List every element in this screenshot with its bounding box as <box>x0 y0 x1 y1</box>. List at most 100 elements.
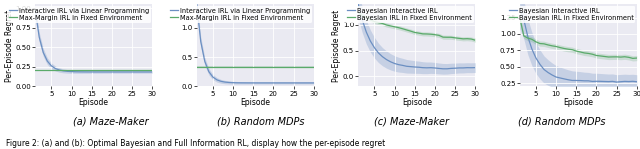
Bayesian IRL in Fixed Environment <box>552 46 560 47</box>
Bayesian Interactive IRL <box>621 80 628 82</box>
Interactive IRL via Linear Programming <box>108 71 116 73</box>
Bayesian Interactive IRL <box>379 56 387 58</box>
Max-Margin IRL in Fixed Environment <box>237 66 245 67</box>
Interactive IRL via Linear Programming <box>306 82 314 84</box>
Line: Interactive IRL via Linear Programming: Interactive IRL via Linear Programming <box>35 10 152 72</box>
Interactive IRL via Linear Programming <box>257 82 265 84</box>
Interactive IRL via Linear Programming <box>201 60 209 62</box>
Bayesian IRL in Fixed Environment <box>407 30 415 32</box>
Interactive IRL via Linear Programming <box>266 82 273 84</box>
Interactive IRL via Linear Programming <box>273 82 281 84</box>
Bayesian Interactive IRL <box>564 79 572 81</box>
Max-Margin IRL in Fixed Environment <box>100 69 108 71</box>
Bayesian Interactive IRL <box>532 57 540 59</box>
Bayesian Interactive IRL <box>572 80 580 81</box>
Interactive IRL via Linear Programming <box>298 82 305 84</box>
Interactive IRL via Linear Programming <box>213 79 221 81</box>
Text: (c) Maze-Maker: (c) Maze-Maker <box>374 116 449 127</box>
Bayesian Interactive IRL <box>403 65 410 67</box>
Max-Margin IRL in Fixed Environment <box>96 69 104 71</box>
Max-Margin IRL in Fixed Environment <box>76 69 83 71</box>
Interactive IRL via Linear Programming <box>100 71 108 73</box>
Bayesian Interactive IRL <box>419 67 427 69</box>
Interactive IRL via Linear Programming <box>269 82 277 84</box>
Max-Margin IRL in Fixed Environment <box>233 66 241 67</box>
Text: (b) Random MDPs: (b) Random MDPs <box>217 116 305 127</box>
Max-Margin IRL in Fixed Environment <box>116 69 124 71</box>
Bayesian Interactive IRL <box>460 67 467 69</box>
Max-Margin IRL in Fixed Environment <box>84 69 92 71</box>
Bayesian IRL in Fixed Environment <box>451 37 459 39</box>
Bayesian IRL in Fixed Environment <box>516 17 524 18</box>
Max-Margin IRL in Fixed Environment <box>221 66 229 67</box>
Bayesian Interactive IRL <box>358 19 366 21</box>
Max-Margin IRL in Fixed Environment <box>72 69 79 71</box>
Bayesian IRL in Fixed Environment <box>443 36 451 38</box>
Max-Margin IRL in Fixed Environment <box>44 69 51 71</box>
Interactive IRL via Linear Programming <box>233 82 241 84</box>
Bayesian IRL in Fixed Environment <box>520 35 527 37</box>
Bayesian IRL in Fixed Environment <box>540 43 548 45</box>
Bayesian IRL in Fixed Environment <box>395 27 403 28</box>
Bayesian IRL in Fixed Environment <box>601 56 609 57</box>
Interactive IRL via Linear Programming <box>68 71 76 73</box>
Interactive IRL via Linear Programming <box>241 82 249 84</box>
Bayesian Interactive IRL <box>601 81 609 82</box>
Max-Margin IRL in Fixed Environment <box>306 66 314 67</box>
Legend: Bayesian Interactive IRL, Bayesian IRL in Fixed Environment: Bayesian Interactive IRL, Bayesian IRL i… <box>345 6 474 23</box>
Interactive IRL via Linear Programming <box>282 82 289 84</box>
Bayesian IRL in Fixed Environment <box>621 56 628 58</box>
Max-Margin IRL in Fixed Environment <box>217 66 225 67</box>
Interactive IRL via Linear Programming <box>148 71 156 73</box>
Max-Margin IRL in Fixed Environment <box>225 66 233 67</box>
Bayesian Interactive IRL <box>584 80 592 82</box>
Bayesian IRL in Fixed Environment <box>427 33 435 35</box>
Line: Bayesian Interactive IRL: Bayesian Interactive IRL <box>520 8 637 82</box>
Bayesian IRL in Fixed Environment <box>589 53 596 55</box>
Bayesian Interactive IRL <box>423 67 431 69</box>
Max-Margin IRL in Fixed Environment <box>266 66 273 67</box>
Bayesian IRL in Fixed Environment <box>593 55 600 56</box>
Interactive IRL via Linear Programming <box>47 65 55 67</box>
Max-Margin IRL in Fixed Environment <box>290 66 298 67</box>
Max-Margin IRL in Fixed Environment <box>124 69 132 71</box>
Bayesian IRL in Fixed Environment <box>460 38 467 40</box>
Interactive IRL via Linear Programming <box>145 71 152 73</box>
Text: (a) Maze-Maker: (a) Maze-Maker <box>72 116 148 127</box>
Bayesian Interactive IRL <box>355 4 362 5</box>
Bayesian Interactive IRL <box>516 7 524 9</box>
Bayesian IRL in Fixed Environment <box>447 36 455 38</box>
Bayesian Interactive IRL <box>524 36 532 38</box>
Bayesian Interactive IRL <box>472 67 479 69</box>
Interactive IRL via Linear Programming <box>253 82 261 84</box>
Bayesian Interactive IRL <box>633 81 640 83</box>
Bayesian IRL in Fixed Environment <box>564 48 572 50</box>
Bayesian IRL in Fixed Environment <box>633 57 640 59</box>
Bayesian Interactive IRL <box>540 69 548 70</box>
Interactive IRL via Linear Programming <box>310 82 317 84</box>
Bayesian IRL in Fixed Environment <box>629 58 637 59</box>
Max-Margin IRL in Fixed Environment <box>132 69 140 71</box>
Max-Margin IRL in Fixed Environment <box>269 66 277 67</box>
Bayesian Interactive IRL <box>427 67 435 69</box>
Interactive IRL via Linear Programming <box>52 68 60 69</box>
Bayesian IRL in Fixed Environment <box>556 47 564 48</box>
Interactive IRL via Linear Programming <box>245 82 253 84</box>
Bayesian IRL in Fixed Environment <box>411 32 419 33</box>
Bayesian IRL in Fixed Environment <box>467 38 475 40</box>
Max-Margin IRL in Fixed Environment <box>257 66 265 67</box>
Legend: Interactive IRL via Linear Programming, Max-Margin IRL in Fixed Environment: Interactive IRL via Linear Programming, … <box>168 6 312 23</box>
Bayesian Interactive IRL <box>552 76 560 78</box>
Max-Margin IRL in Fixed Environment <box>245 66 253 67</box>
Interactive IRL via Linear Programming <box>104 71 112 73</box>
Interactive IRL via Linear Programming <box>112 71 120 73</box>
Bayesian Interactive IRL <box>367 40 374 42</box>
Interactive IRL via Linear Programming <box>285 82 293 84</box>
Line: Interactive IRL via Linear Programming: Interactive IRL via Linear Programming <box>196 4 314 83</box>
Bayesian IRL in Fixed Environment <box>403 29 410 31</box>
Bayesian Interactive IRL <box>593 80 600 82</box>
Bayesian IRL in Fixed Environment <box>524 37 532 39</box>
Max-Margin IRL in Fixed Environment <box>250 66 257 67</box>
Bayesian Interactive IRL <box>612 81 620 83</box>
Max-Margin IRL in Fixed Environment <box>128 69 136 71</box>
